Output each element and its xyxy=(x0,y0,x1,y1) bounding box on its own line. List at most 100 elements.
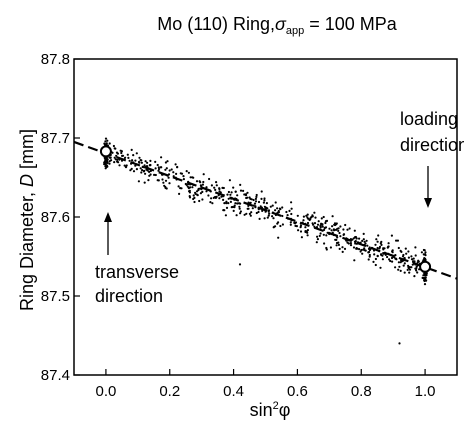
data-point xyxy=(154,160,157,163)
data-point xyxy=(302,219,305,222)
data-point xyxy=(379,266,382,269)
data-point xyxy=(131,159,134,162)
data-point xyxy=(223,202,226,205)
data-point xyxy=(396,239,399,242)
data-point xyxy=(253,202,257,205)
data-point xyxy=(178,192,181,195)
data-point xyxy=(199,181,202,184)
data-point xyxy=(230,191,233,194)
data-point xyxy=(424,278,427,281)
data-point xyxy=(401,255,405,258)
data-point xyxy=(265,202,268,205)
data-point xyxy=(416,261,419,264)
data-point xyxy=(381,258,384,261)
data-point xyxy=(316,238,319,241)
data-point xyxy=(313,211,316,214)
plot-frame xyxy=(73,58,458,376)
data-point xyxy=(358,248,361,251)
data-point xyxy=(378,247,381,250)
title-sigma-sub: app xyxy=(286,25,304,37)
data-point xyxy=(274,209,277,212)
data-point xyxy=(258,217,261,220)
data-point xyxy=(252,198,255,202)
data-point xyxy=(355,237,358,240)
x-tick-label: 0.4 xyxy=(223,383,244,400)
data-point xyxy=(423,283,427,286)
data-point xyxy=(244,193,248,196)
data-point xyxy=(360,248,363,252)
data-point xyxy=(274,201,277,204)
data-point xyxy=(337,229,340,232)
data-point xyxy=(234,190,237,193)
data-point xyxy=(164,161,167,164)
data-point xyxy=(362,232,365,235)
data-point xyxy=(249,201,252,204)
transverse-label-line1: transverse xyxy=(95,262,179,282)
data-point xyxy=(179,187,182,190)
data-point xyxy=(342,228,345,231)
data-point xyxy=(245,196,248,200)
loading-arrow-head xyxy=(424,198,432,208)
data-point xyxy=(268,212,271,215)
data-point xyxy=(383,247,386,250)
data-point xyxy=(218,187,221,191)
data-point xyxy=(154,173,157,177)
data-point xyxy=(149,173,152,176)
data-point xyxy=(168,169,171,172)
data-point xyxy=(175,172,178,175)
data-point xyxy=(397,246,400,250)
data-point xyxy=(338,231,341,235)
data-point xyxy=(213,186,216,189)
data-point xyxy=(245,212,248,215)
data-point xyxy=(293,221,296,224)
data-point xyxy=(374,263,377,267)
data-point xyxy=(349,242,352,245)
data-point xyxy=(162,181,165,184)
data-point xyxy=(414,254,417,257)
ylabel-main: Ring Diameter, xyxy=(17,187,37,311)
x-tick-label: 1.0 xyxy=(415,383,436,400)
data-point xyxy=(234,202,237,205)
x-tick-label: 0.0 xyxy=(95,383,116,400)
data-point xyxy=(214,188,217,191)
data-point xyxy=(337,241,340,244)
data-point xyxy=(193,200,196,204)
data-point xyxy=(194,191,197,194)
data-point xyxy=(140,161,143,164)
data-point xyxy=(254,200,258,203)
data-point xyxy=(302,215,305,218)
data-point xyxy=(199,192,202,195)
data-point xyxy=(123,164,126,167)
data-point xyxy=(277,221,280,224)
data-point xyxy=(279,208,282,211)
data-point xyxy=(191,186,194,189)
data-point xyxy=(112,144,115,148)
data-point xyxy=(271,204,274,207)
data-point xyxy=(406,268,409,271)
data-point xyxy=(238,202,241,205)
data-point xyxy=(153,173,156,176)
data-point xyxy=(289,223,292,226)
data-point xyxy=(132,170,136,173)
data-point xyxy=(266,216,269,219)
data-point xyxy=(180,172,184,175)
data-point xyxy=(299,224,303,227)
data-point xyxy=(177,185,180,188)
y-tick-label: 87.7 xyxy=(41,130,70,147)
x-axis-label: sin2φ xyxy=(250,400,291,420)
data-point xyxy=(347,242,350,245)
ylabel-symbol: D xyxy=(17,174,37,187)
data-point xyxy=(391,250,394,253)
data-point xyxy=(413,275,416,278)
data-point xyxy=(257,210,260,214)
data-point xyxy=(337,243,340,246)
data-point xyxy=(320,217,323,220)
data-point xyxy=(362,248,365,251)
data-point xyxy=(263,199,266,202)
data-point xyxy=(149,163,152,167)
data-point xyxy=(408,268,412,271)
data-point xyxy=(182,178,185,181)
data-point xyxy=(222,198,225,201)
loading-label-line2: direction xyxy=(400,135,464,155)
